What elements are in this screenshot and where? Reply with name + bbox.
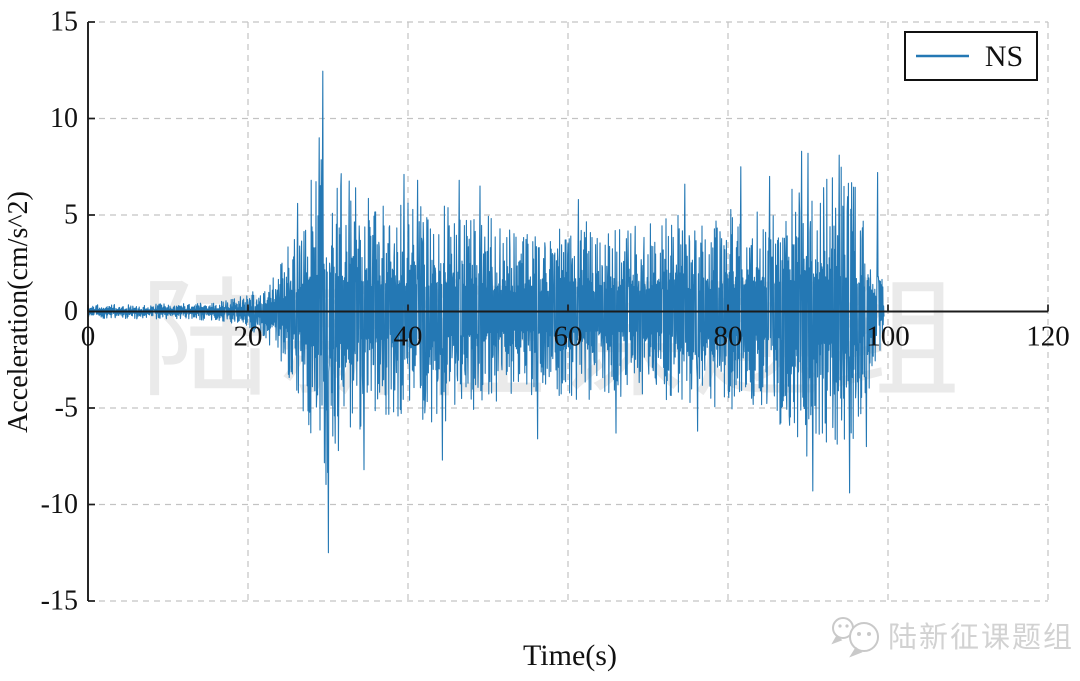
legend: NS <box>904 31 1038 81</box>
axes: -15 -10 -5 0 5 10 15 0 20 40 60 80 100 120 <box>41 7 1070 617</box>
y-tick-label: -5 <box>55 393 78 424</box>
x-tick-label: 40 <box>394 321 423 353</box>
x-tick-label: 0 <box>81 321 96 353</box>
watermark-badge: 陆新征课题组 <box>831 617 1074 658</box>
y-tick-label: 5 <box>64 200 78 231</box>
x-axis-title: Time(s) <box>523 639 617 672</box>
x-tick-label: 60 <box>554 321 583 353</box>
y-axis-title: Acceleration(cm/s^2) <box>3 191 34 433</box>
y-tick-label: 0 <box>64 296 78 327</box>
y-tick-label: -15 <box>41 586 78 617</box>
legend-label: NS <box>985 40 1023 73</box>
y-tick-label: 10 <box>50 103 78 134</box>
x-tick-label: 20 <box>234 321 263 353</box>
x-tick-label: 80 <box>714 321 743 353</box>
x-tick-label: 100 <box>866 321 910 353</box>
ns-waveform-line <box>87 70 885 554</box>
y-tick-label: -10 <box>41 489 78 520</box>
wechat-icon <box>831 617 879 658</box>
watermark-badge-text: 陆新征课题组 <box>888 620 1074 654</box>
x-tick-label: 120 <box>1026 321 1070 353</box>
y-tick-label: 15 <box>50 7 78 38</box>
